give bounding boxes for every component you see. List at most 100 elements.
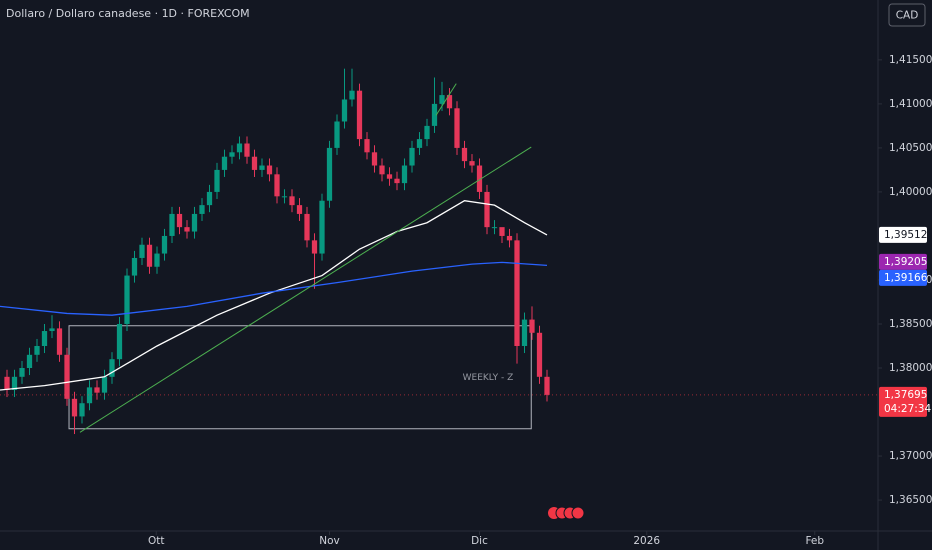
candle-body [401, 165, 408, 184]
candle-body [491, 227, 498, 229]
candle-body [476, 165, 483, 192]
candle-body [259, 165, 265, 170]
candle-body [274, 174, 280, 197]
candle-body [319, 200, 325, 254]
candle-body [56, 328, 63, 355]
price-label: 1,39512 [884, 229, 927, 241]
candle-body [71, 398, 78, 417]
candle-body [19, 368, 25, 377]
moving-average [0, 261, 548, 316]
candle-body [94, 387, 100, 393]
candle-body [461, 147, 468, 162]
candle-body [184, 227, 190, 232]
zone-label: WEEKLY - Z [463, 373, 514, 383]
candle-body [304, 213, 310, 241]
candle-body [169, 213, 175, 236]
price-label: 1,39166 [884, 272, 928, 284]
candle-body [101, 376, 108, 393]
chart-title: Dollaro / Dollaro canadese · 1D · FOREXC… [6, 7, 250, 20]
x-tick-label: Ott [148, 535, 165, 547]
candle-body [409, 147, 415, 166]
x-tick-label: 2026 [633, 535, 660, 547]
trendline [435, 83, 457, 116]
moving-average [0, 200, 548, 391]
candle-body [34, 345, 40, 355]
candle-body [431, 103, 438, 126]
x-tick-label: Feb [805, 535, 824, 547]
candle-body [41, 331, 48, 346]
candle-body [139, 244, 145, 258]
candle-body [424, 125, 430, 140]
y-tick-label: 1,40000 [889, 186, 932, 198]
candle-body [176, 213, 183, 228]
candle-body [79, 403, 85, 417]
candle-body [214, 169, 220, 192]
candle-body [116, 323, 123, 360]
plot: WEEKLY - Z [0, 68, 550, 435]
candle-body [49, 328, 55, 332]
candle-body [364, 139, 370, 153]
indicator-icons[interactable] [548, 506, 585, 520]
candle-body [371, 152, 378, 166]
y-tick-label: 1,40500 [889, 142, 932, 154]
candle-body [289, 196, 295, 206]
candle-body [86, 387, 93, 404]
candle-body [506, 235, 513, 241]
last-price-label: 1,37695 [884, 389, 927, 401]
candle-body [334, 121, 340, 148]
candle-body [191, 213, 198, 232]
countdown: 04:27:34 [884, 403, 931, 415]
icon[interactable] [571, 506, 585, 520]
x-tick-label: Dic [471, 535, 488, 547]
candle-body [266, 165, 273, 175]
candle-body [394, 178, 400, 184]
candle-body [499, 227, 505, 236]
x-tick-label: Nov [319, 535, 340, 547]
y-tick-label: 1,41000 [889, 98, 932, 110]
price-label-box [879, 226, 927, 243]
candle-body [311, 240, 318, 254]
candle-body [356, 90, 363, 140]
price-label-box [879, 253, 927, 270]
candle-body [326, 147, 333, 201]
candle-body [379, 165, 385, 175]
candle-body [131, 257, 138, 276]
candle-body [469, 161, 475, 166]
candle-body [221, 156, 228, 170]
y-tick-label: 1,36500 [889, 494, 932, 506]
candle-body [521, 319, 528, 346]
last-price-box [879, 386, 927, 417]
currency-button[interactable] [888, 3, 926, 27]
candle-body [229, 152, 235, 157]
candle-body [206, 191, 213, 206]
candle-body [296, 205, 303, 214]
candle-body [244, 143, 250, 157]
candle-body [124, 275, 130, 324]
candle-body [349, 90, 355, 100]
candle-body [146, 244, 153, 267]
candle-body [161, 235, 168, 254]
y-tick-label: 1,38000 [889, 362, 932, 374]
candle-body [281, 196, 288, 198]
price-label: 1,39205 [884, 256, 927, 268]
candle-body [454, 108, 460, 148]
y-tick-label: 1,37000 [889, 450, 932, 462]
candle-body [386, 174, 393, 179]
candle-body [514, 240, 520, 346]
candle-body [11, 376, 18, 391]
candle-body [154, 253, 160, 267]
candle-body [109, 359, 115, 377]
candle-body [251, 156, 258, 170]
candle-body [439, 95, 445, 104]
candle-body [529, 319, 535, 333]
price-label-box [879, 269, 927, 286]
y-tick-label: 1,38500 [889, 318, 932, 330]
candle-body [416, 139, 423, 148]
candle-body [544, 376, 550, 395]
candle-body [4, 376, 10, 391]
candle-body [484, 191, 490, 228]
currency-button-label[interactable]: CAD [896, 10, 919, 22]
